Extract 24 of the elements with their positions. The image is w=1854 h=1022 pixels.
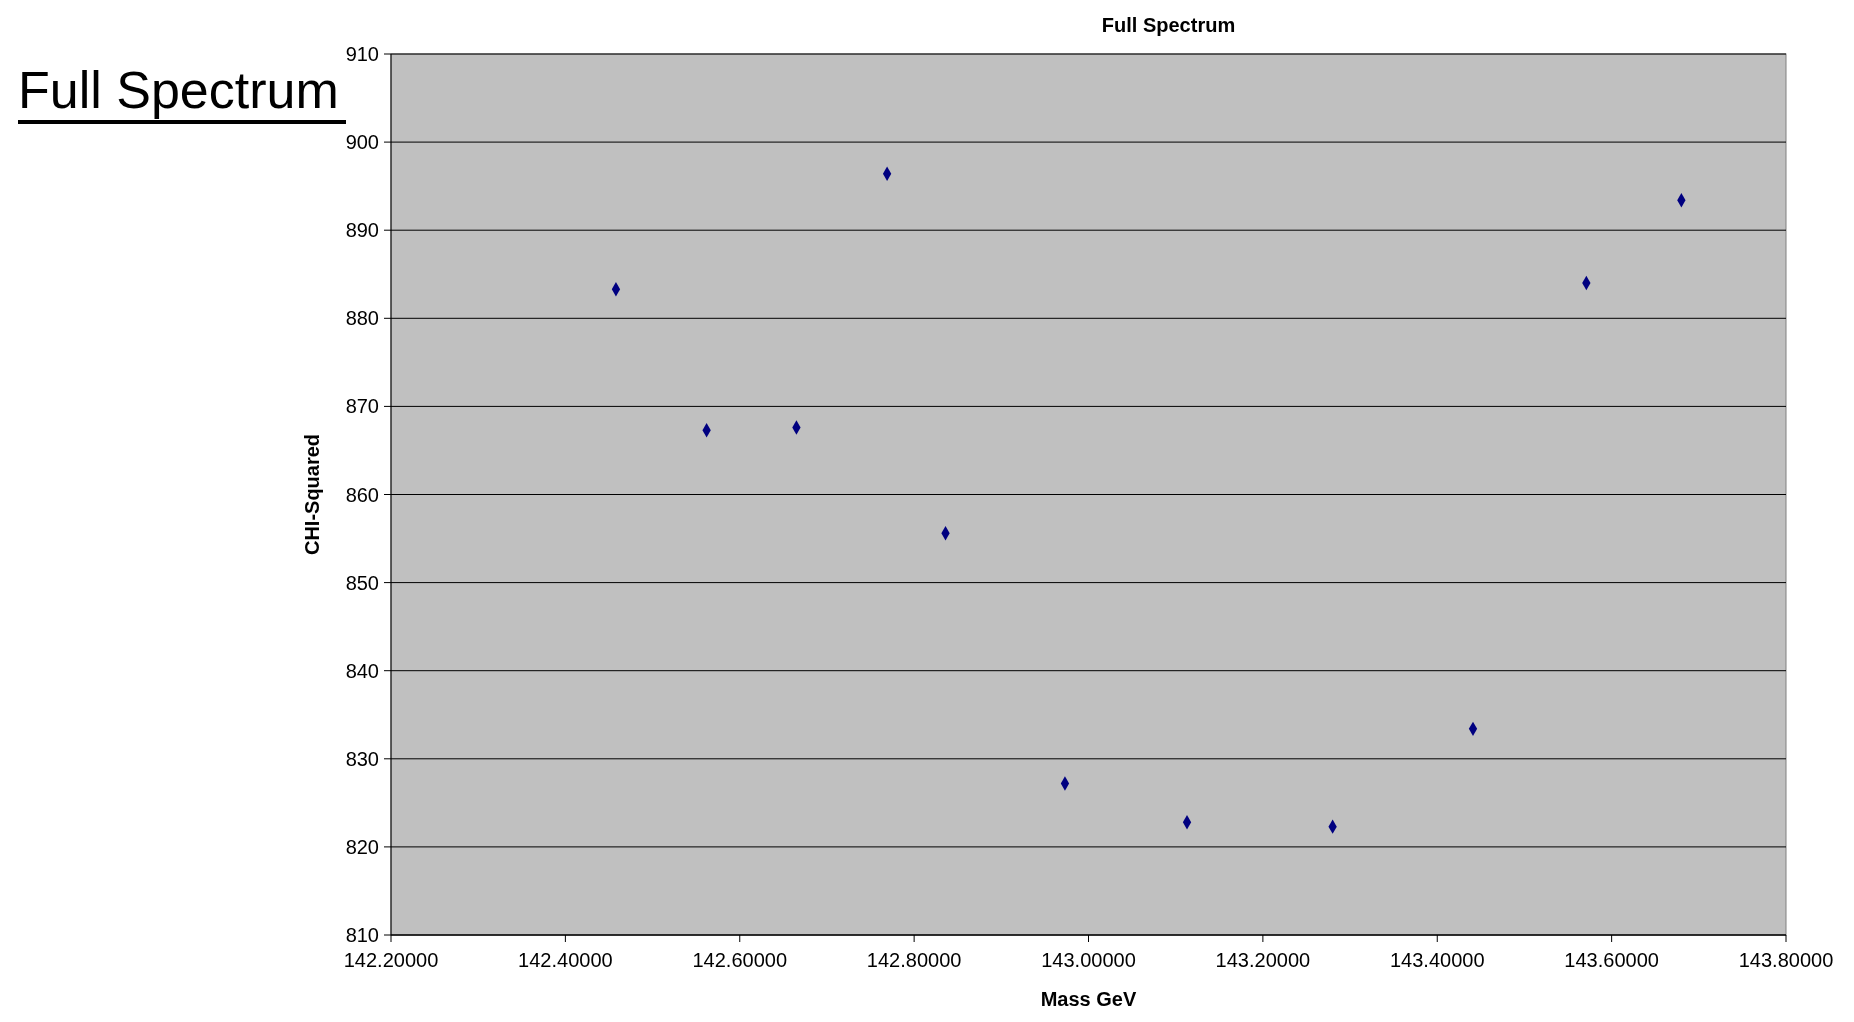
y-tick-label: 810 [345,924,379,946]
y-tick-label: 890 [345,219,379,242]
y-tick-label: 820 [345,835,379,858]
x-tick-label: 142.40000 [518,949,613,971]
x-tick-label: 143.00000 [1041,949,1136,971]
y-tick-label: 840 [345,659,379,682]
y-tick-label: 880 [345,307,379,330]
text: Full Spectrum [18,61,339,119]
x-tick-label: 142.80000 [866,949,962,971]
x-tick-label: 143.40000 [1389,949,1485,971]
y-tick-label: 830 [345,747,379,770]
x-tick-label: 143.60000 [1564,949,1659,971]
x-tick-label: 142.20000 [343,949,439,971]
x-tick-label: 143.80000 [1738,949,1834,971]
y-tick-label: 870 [345,395,379,418]
x-axis-title: Mass GeV [1040,988,1137,1010]
y-tick-label: 900 [345,131,379,154]
y-tick-label: 850 [345,571,379,594]
y-tick-label: 910 [345,43,379,65]
y-tick-label: 860 [345,483,379,506]
x-tick-label: 142.60000 [692,949,788,971]
x-tick-label: 143.20000 [1215,949,1311,971]
y-axis-title: CHI-Squared [301,433,323,556]
chart-title: Full Spectrum [1101,14,1236,36]
